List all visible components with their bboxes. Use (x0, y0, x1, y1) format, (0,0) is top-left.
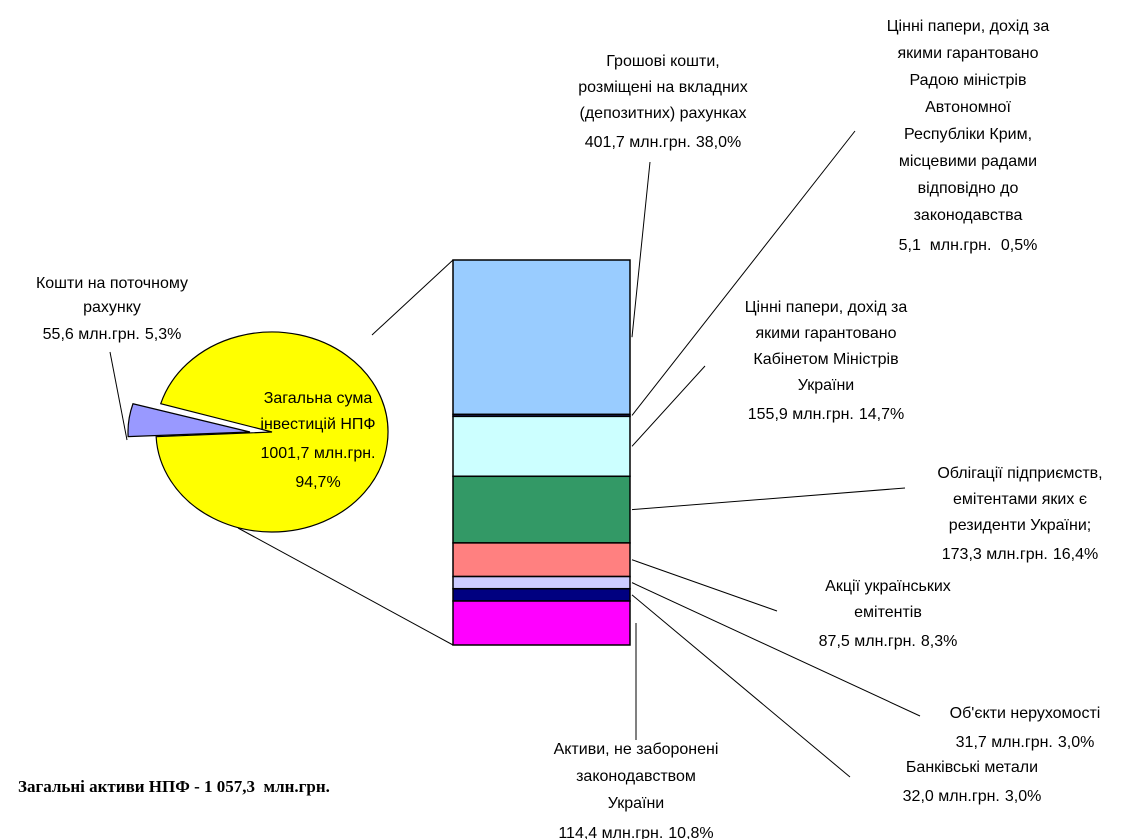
bar-segment (452, 587, 631, 602)
label-line: України (608, 795, 664, 812)
label-line: Грошові кошти, (606, 53, 719, 70)
leader-line (631, 130, 856, 416)
label-line: резиденти України; (949, 517, 1091, 534)
leader-line (631, 559, 778, 612)
value-percent-label: 5,1 млн.грн. 0,5% (899, 237, 1038, 254)
percent-label: 38,0% (696, 134, 741, 151)
bar-segment (452, 575, 631, 590)
value-label: 32,0 млн.грн. (903, 788, 1000, 805)
label-line: Об'єкти нерухомості (950, 705, 1101, 722)
value-percent-label: 87,5 млн.грн. 8,3% (819, 633, 958, 650)
value-label: 31,7 млн.грн. (956, 734, 1053, 751)
percent-label: 3,0% (1005, 788, 1041, 805)
label-line: Радою міністрів (910, 72, 1027, 89)
label-line: місцевими радами (899, 153, 1037, 170)
label-line: емітентами яких є (953, 491, 1087, 508)
label-line: якими гарантовано (898, 45, 1039, 62)
value-label: 114,4 млн.грн. (558, 825, 663, 839)
label-line: законодавством (576, 768, 696, 785)
value-percent-label: 155,9 млн.грн. 14,7% (748, 406, 905, 423)
connector (237, 527, 454, 646)
label-line: розміщені на вкладних (578, 79, 747, 96)
percent-label: 3,0% (1058, 734, 1094, 751)
bar-segment (452, 542, 631, 578)
label-line: Кошти на поточному (36, 275, 188, 292)
label-line: Цінні папери, дохід за (887, 18, 1050, 35)
label-line: Активи, не заборонені (554, 741, 719, 758)
value-percent-label: 31,7 млн.грн. 3,0% (956, 734, 1095, 751)
value-percent-label: 32,0 млн.грн. 3,0% (903, 788, 1042, 805)
value-label: 55,6 млн.грн. (43, 326, 140, 343)
bar-segment (452, 415, 631, 478)
percent-label: 5,3% (145, 326, 181, 343)
value-percent-label: 401,7 млн.грн. 38,0% (585, 134, 742, 151)
label-line: Цінні папери, дохід за (745, 299, 908, 316)
leader-line (109, 351, 128, 441)
value-percent-label: 55,6 млн.грн. 5,3% (43, 326, 182, 343)
percent-label: 0,5% (1001, 237, 1037, 254)
value-label: 173,3 млн.грн. (942, 546, 1048, 563)
label-line: відповідно до (918, 180, 1019, 197)
percent-label: 16,4% (1053, 546, 1098, 563)
footnote: Загальні активи НПФ - 1 057,3 млн.грн. (18, 777, 330, 796)
value-percent-label: 173,3 млн.грн. 16,4% (942, 546, 1099, 563)
label-line: інвестицій НПФ (260, 416, 375, 433)
pie-slice (127, 403, 251, 438)
bar-segment (452, 259, 631, 416)
label-line: України (798, 377, 854, 394)
leader-line (631, 582, 921, 717)
label-line: Загальна сума (264, 390, 373, 407)
label-line: рахунку (83, 299, 141, 316)
value-label: 401,7 млн.грн. (585, 134, 691, 151)
label-line: емітентів (854, 604, 922, 621)
value-percent-label: 114,4 млн.грн. 10,8% (558, 825, 713, 839)
percent-label: 8,3% (921, 633, 957, 650)
percent-label: 10,8% (668, 825, 713, 839)
leader-line (631, 487, 906, 511)
connector (371, 259, 454, 336)
bar-segment (452, 475, 631, 544)
leader-line (631, 365, 706, 447)
label-line: законодавства (914, 207, 1023, 224)
leader-line (631, 161, 651, 338)
label-line: Акції українських (825, 578, 951, 595)
label-line: Кабінетом Міністрів (753, 351, 898, 368)
leader-line (631, 594, 851, 778)
label-line: Автономної (925, 99, 1011, 116)
value-label: 87,5 млн.грн. (819, 633, 916, 650)
value-label: 1001,7 млн.грн. (260, 445, 375, 462)
label-line: якими гарантовано (756, 325, 897, 342)
label-line: Республіки Крим, (904, 126, 1032, 143)
percent-label: 94,7% (295, 474, 340, 491)
value-label: 155,9 млн.грн. (748, 406, 854, 423)
bar-segment (452, 600, 631, 646)
label-line: Облігації підприємств, (937, 465, 1102, 482)
label-line: (депозитних) рахунках (580, 105, 747, 122)
label-line: Банківські метали (906, 759, 1038, 776)
value-label: 5,1 млн.грн. (899, 237, 996, 254)
pie-slice (155, 331, 389, 533)
percent-label: 14,7% (859, 406, 904, 423)
